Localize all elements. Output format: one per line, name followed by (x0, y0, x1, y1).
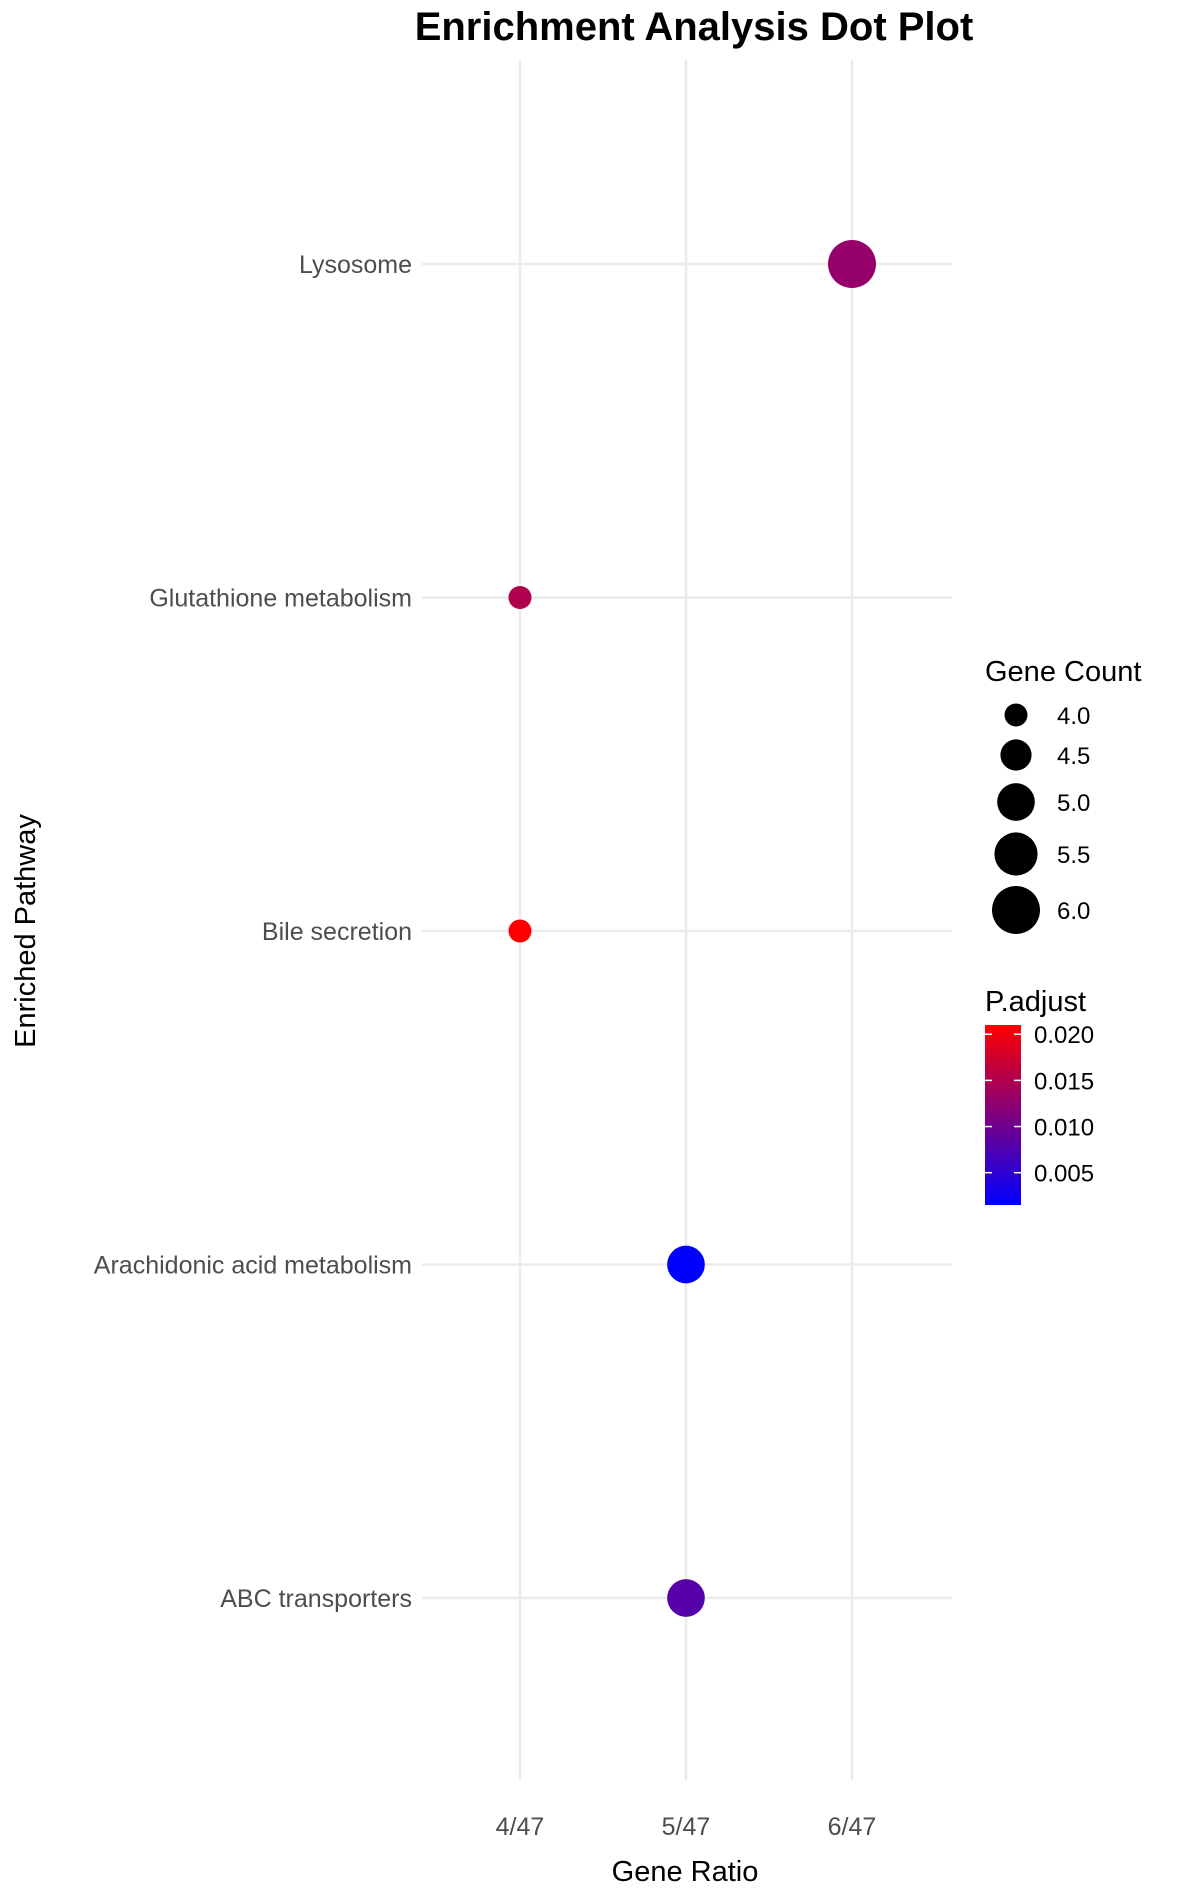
size-legend-key (997, 783, 1035, 821)
size-legend-label: 6.0 (1057, 898, 1090, 925)
data-point (667, 1245, 705, 1284)
x-axis-title: Gene Ratio (612, 1856, 759, 1888)
data-point (828, 240, 876, 288)
color-legend-label: 0.010 (1034, 1115, 1094, 1142)
size-legend-label: 5.0 (1057, 790, 1090, 817)
y-tick-label: Arachidonic acid metabolism (94, 1252, 412, 1280)
legend-gene-count: Gene Count 4.0 4.5 5.0 5.5 6.0 (985, 656, 1141, 934)
x-tick-label: 4/47 (496, 1813, 545, 1841)
size-legend-key (994, 832, 1038, 876)
size-legend-key (1004, 703, 1028, 727)
y-tick-label: ABC transporters (220, 1585, 412, 1613)
legend-p-adjust: P.adjust 0.020 0.015 0.010 0.005 (985, 986, 1094, 1205)
size-legend-label: 4.5 (1057, 743, 1090, 770)
data-point (508, 919, 532, 943)
x-tick-label: 5/47 (662, 1813, 711, 1841)
size-legend-label: 4.0 (1057, 703, 1090, 730)
data-points (508, 240, 876, 1617)
color-legend-label: 0.005 (1034, 1161, 1094, 1188)
data-point (508, 586, 532, 609)
chart-title: Enrichment Analysis Dot Plot (415, 5, 974, 49)
y-tick-label: Bile secretion (262, 918, 412, 946)
y-tick-label: Lysosome (299, 251, 412, 279)
color-bar (985, 1025, 1021, 1205)
x-tick-label: 6/47 (828, 1813, 877, 1841)
size-legend-label: 5.5 (1057, 842, 1090, 869)
y-axis-title: Enriched Pathway (10, 814, 42, 1048)
data-point (667, 1579, 705, 1617)
legend-gene-count-title: Gene Count (985, 656, 1141, 688)
color-legend-label: 0.020 (1034, 1022, 1094, 1049)
grid-lines (422, 60, 952, 1780)
x-tick-labels: 4/47 5/47 6/47 (496, 1813, 877, 1841)
color-legend-label: 0.015 (1034, 1068, 1094, 1095)
y-tick-label: Glutathione metabolism (149, 585, 412, 613)
legend-p-adjust-title: P.adjust (985, 986, 1086, 1018)
y-tick-labels: ABC transporters Arachidonic acid metabol… (94, 251, 412, 1613)
size-legend-key (1000, 739, 1032, 771)
size-legend-key (992, 886, 1040, 934)
